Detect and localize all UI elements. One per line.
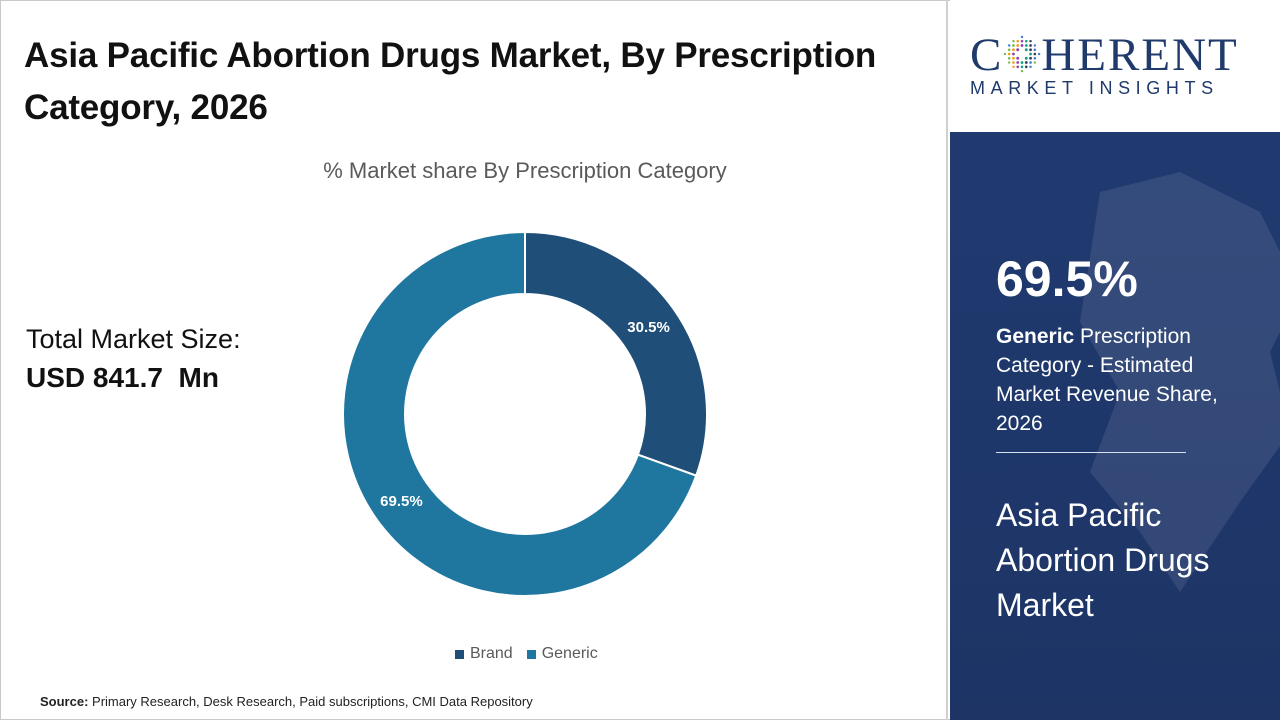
logo-tagline: MARKET INSIGHTS: [970, 78, 1219, 98]
chart-legend: Brand Generic: [455, 645, 598, 663]
donut-slice-generic: [342, 230, 698, 597]
legend-swatch-brand: [455, 649, 464, 659]
source-label: Source:: [40, 694, 89, 709]
company-logo: C HERENT MARKET INSIGHTS: [950, 0, 1280, 132]
logo-wordmark: C HERENT: [970, 29, 1239, 81]
legend-item-brand: Brand: [455, 645, 513, 663]
chart-area: Asia Pacific Abortion Drugs Market, By P…: [24, 0, 948, 720]
total-market-size-value: USD 841.7 Mn: [26, 362, 219, 393]
legend-swatch-generic: [526, 649, 536, 659]
legend-label-generic: Generic: [541, 645, 598, 662]
market-name: Asia Pacific Abortion Drugs Market: [996, 497, 1210, 623]
highlight-panel: 69.5% Generic Prescription Category - Es…: [950, 132, 1280, 720]
data-label-brand: 30.5%: [627, 319, 670, 336]
page-title: Asia Pacific Abortion Drugs Market, By P…: [24, 36, 877, 127]
donut-slice-brand: [524, 230, 708, 477]
highlight-segment: Generic: [996, 325, 1075, 348]
source-note: Source: Primary Research, Desk Research,…: [40, 694, 533, 709]
panel-divider: [996, 452, 1186, 453]
source-text: Primary Research, Desk Research, Paid su…: [88, 694, 533, 709]
data-label-generic: 69.5%: [380, 493, 423, 510]
chart-title: % Market share By Prescription Category: [323, 158, 727, 183]
highlight-value: 69.5%: [996, 251, 1138, 307]
globe-dots-icon: [1004, 35, 1041, 73]
donut-chart: 30.5% 69.5%: [342, 230, 708, 597]
legend-label-brand: Brand: [470, 645, 513, 662]
legend-item-generic: Generic: [526, 645, 598, 663]
highlight-description: Generic Prescription Category - Estimate…: [996, 325, 1218, 435]
total-market-size-label: Total Market Size:: [26, 324, 241, 354]
map-watermark-icon: [1080, 172, 1280, 592]
